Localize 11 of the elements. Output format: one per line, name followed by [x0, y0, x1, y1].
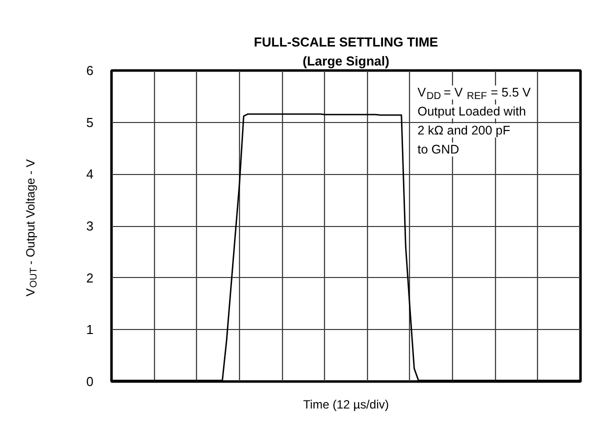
y-tick-label: 1 [86, 322, 94, 338]
chart-subtitle: (Large Signal) [302, 54, 390, 68]
y-tick-label: 3 [86, 218, 94, 234]
y-tick-label: 4 [86, 166, 94, 182]
y-tick-label: 6 [86, 63, 94, 78]
y-axis-title: VOUT - Output Voltage - V [24, 159, 40, 296]
x-axis-title: Time (12 µs/div) [303, 398, 389, 412]
y-tick-label: 0 [86, 374, 94, 389]
y-tick-label: 2 [86, 270, 94, 286]
chart-title: FULL-SCALE SETTLING TIME [254, 34, 438, 50]
y-tick-label: 5 [86, 114, 94, 130]
